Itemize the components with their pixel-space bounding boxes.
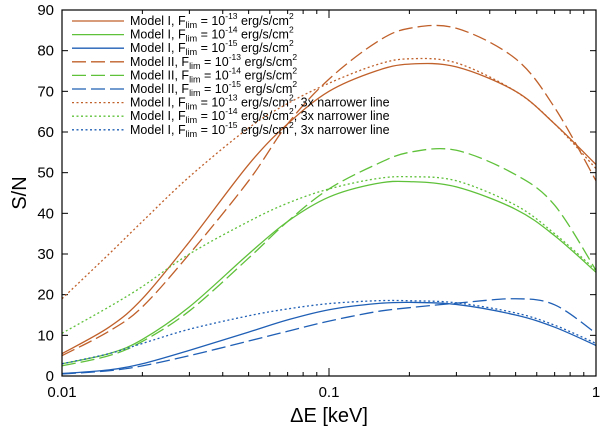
legend-entry: Model I, Flim = 10-15 erg/s/cm2, 3x narr…: [130, 120, 390, 139]
legend-entry: Model II, Flim = 10-15 erg/s/cm2: [130, 79, 297, 98]
y-tick-label: 40: [37, 205, 54, 222]
series-line-2: [61, 180, 597, 365]
y-tick-label: 50: [37, 165, 54, 182]
legend-entry: Model I, Flim = 10-13 erg/s/cm2: [130, 11, 294, 30]
series-line-1: [61, 62, 597, 355]
legend-entry: Model I, Flim = 10-14 erg/s/cm2: [130, 25, 294, 44]
y-tick-label: 60: [37, 124, 54, 141]
y-tick-label: 90: [37, 2, 54, 19]
plot-frame: [61, 9, 597, 377]
tick-labels: 0 10 20 30 40 50 60 70 80 90 0.01 0.1 1: [37, 2, 600, 401]
series-line-9: [61, 299, 597, 365]
series-line-6: [61, 298, 597, 375]
legend-entry: Model I, Flim = 10-13 erg/s/cm2, 3x narr…: [130, 93, 390, 112]
legend-entry: Model II, Flim = 10-14 erg/s/cm2: [130, 65, 297, 84]
y-tick-label: 70: [37, 83, 54, 100]
x-tick-label: 0.01: [47, 384, 76, 401]
x-tick-label: 0.1: [319, 384, 340, 401]
x-axis-title: ΔE [keV]: [290, 405, 368, 427]
series-line-3: [61, 301, 597, 375]
series-layer: [61, 24, 597, 375]
y-tick-label: 30: [37, 246, 54, 263]
y-tick-label: 0: [46, 368, 54, 385]
y-axis-title: S/N: [9, 176, 31, 209]
y-tick-label: 80: [37, 43, 54, 60]
series-line-5: [61, 148, 597, 367]
series-line-4: [61, 24, 597, 357]
legend-entry: Model I, Flim = 10-14 erg/s/cm2, 3x narr…: [130, 106, 390, 125]
legend-entry: Model II, Flim = 10-13 erg/s/cm2: [130, 52, 297, 71]
legend-entry: Model I, Flim = 10-15 erg/s/cm2: [130, 38, 294, 57]
y-tick-label: 20: [37, 287, 54, 304]
x-tick-label: 1: [592, 384, 600, 401]
y-tick-label: 10: [37, 327, 54, 344]
